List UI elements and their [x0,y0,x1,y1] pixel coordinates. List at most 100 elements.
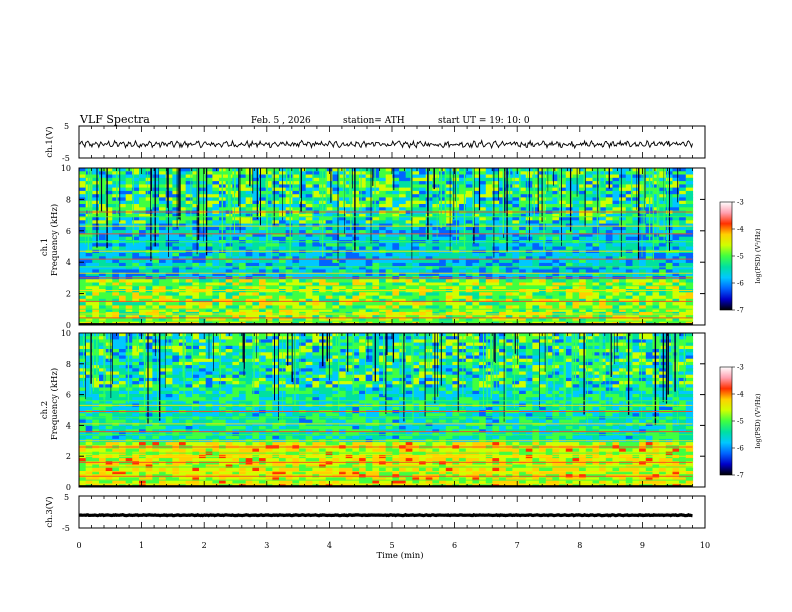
spectrogram-cell [659,249,667,254]
spectrogram-cell [532,282,540,287]
spectrogram-cell [99,333,107,337]
spectrogram-cell [239,220,247,225]
spectrogram-cell [472,230,480,234]
spectrogram-cell [132,204,140,208]
spectrogram-cell [159,249,167,254]
spectrogram-cell [685,217,694,221]
spectrogram-cell [565,298,574,303]
spectrogram-cell [139,305,147,310]
spectrogram-cell [345,223,353,228]
spectrogram-cell [299,256,307,261]
spectrogram-cell [79,187,87,192]
spectrogram-cell [252,230,260,234]
spectrogram-cell [79,390,87,395]
spectrogram-cell [112,243,120,248]
spectrogram-cell [445,253,454,257]
spectrogram-cell [679,295,687,300]
spectrogram-cell [459,194,467,199]
spectrogram-cell [125,308,133,313]
spectrogram-cell [592,226,600,231]
spectrogram-cell [145,305,153,310]
spectrogram-cell [385,233,393,238]
spectrogram-cell [472,308,480,313]
spectrogram-cell [79,384,87,389]
spectrogram-cell [165,262,173,267]
spectrogram-cell [532,272,540,277]
spectrogram-cell [552,259,560,264]
spectrogram-cell [492,253,500,257]
spectrogram-cell [292,243,300,248]
spectrogram-cell [619,308,627,313]
spectrogram-cell [385,259,393,264]
spectrogram-cell [199,168,207,172]
spectrogram-cell [145,236,153,241]
spectrogram-cell [185,197,193,202]
spectrogram-cell [412,315,420,320]
spectrogram-cell [565,272,574,277]
spectrogram-cell [179,302,187,306]
spectrogram-cell [579,256,587,261]
spectrogram-cell [172,226,180,231]
spectrogram-cell [259,233,267,238]
spectrogram-cell [512,190,520,195]
spectrogram-cell [212,213,220,218]
spectrogram-cell [239,249,247,254]
spectrogram-cell [399,217,407,221]
spectrogram-cell [299,315,307,320]
spectrogram-cell [365,295,373,300]
spectrogram-cell [299,246,307,251]
spectrogram-cell [412,256,420,261]
spectrogram-cell [619,204,627,208]
spectrogram-cell [459,181,467,185]
spectrogram-cell [565,194,574,199]
spectrogram-cell [539,168,547,172]
spectrogram-cell [605,262,614,267]
spectrogram-cell [579,220,587,225]
spectrogram-cell [212,262,220,267]
spectrogram-cell [312,285,320,290]
spectrogram-cell [639,204,647,208]
spectrogram-cell [679,298,687,303]
spectrogram-cell [639,269,647,274]
spectrogram-cell [432,181,440,185]
spectrogram-cell [639,272,647,277]
spectrogram-cell [312,266,320,270]
spectrogram-cell [379,246,387,251]
spectrogram-cell [579,318,587,323]
spectrogram-cell [325,217,333,221]
spectrogram-cell [439,174,447,179]
spectrogram-cell [132,184,140,189]
spectrogram-cell [345,302,353,306]
spectrogram-cell [92,355,100,360]
spectrogram-cell [679,233,687,238]
spectrogram-cell [79,413,87,417]
spectrogram-cell [185,177,193,182]
spectrogram-cell [632,187,640,192]
spectrogram-cell [105,246,113,251]
spectrogram-cell [399,243,407,248]
spectrogram-cell [332,171,340,176]
spectrogram-cell [645,282,654,287]
spectrogram-cell [199,266,207,270]
spectrogram-cell [659,220,667,225]
spectrogram-cell [79,243,87,248]
spectrogram-cell [85,458,93,462]
spectrogram-cell [119,249,127,254]
spectrogram-cell [92,262,100,267]
spectrogram-cell [212,282,220,287]
colorbar-tick-label: -6 [737,280,744,288]
spectrogram-cell [452,194,460,199]
spectrogram-cell [99,397,107,401]
spectrogram-cell [219,308,227,313]
spectrogram-cell [659,295,667,300]
spectrogram-cell [572,282,580,287]
spectrogram-cell [592,204,600,208]
spectrogram-cell [685,272,694,277]
spectrogram-cell [332,204,340,208]
spectrogram-cell [185,181,193,185]
spectrogram-cell [405,217,413,221]
spectrogram-cell [685,236,694,241]
spectrogram-cell [639,226,647,231]
spectrogram-cell [259,266,267,270]
spectrogram-cell [225,230,233,234]
